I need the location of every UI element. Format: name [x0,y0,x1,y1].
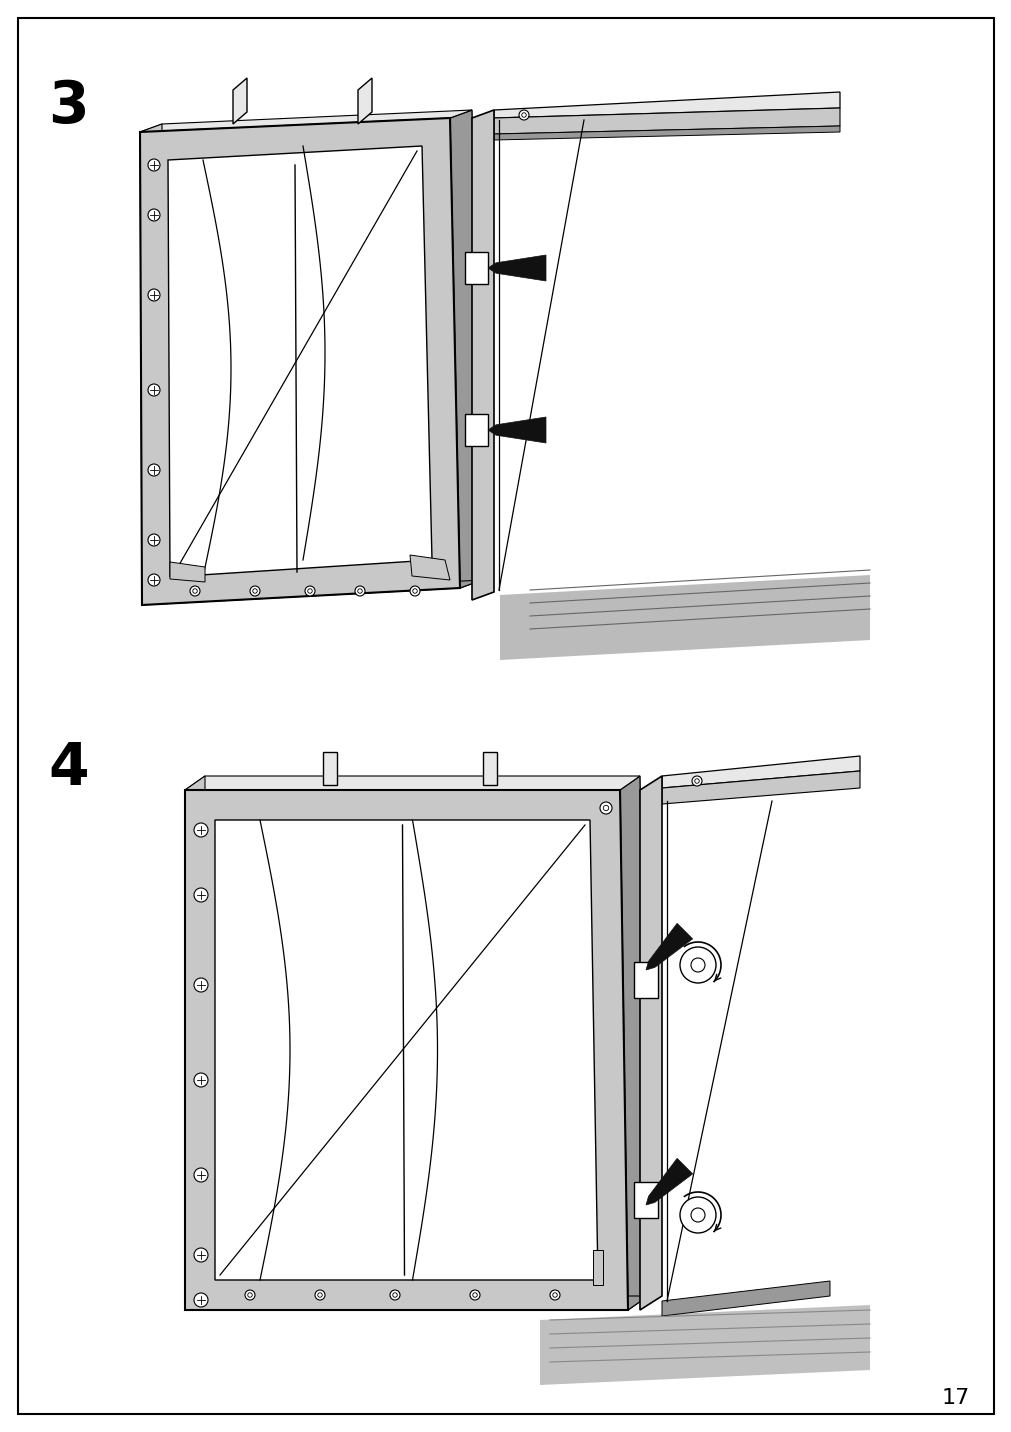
Circle shape [148,159,160,170]
Circle shape [695,779,699,783]
Polygon shape [233,77,247,125]
Circle shape [314,1290,325,1300]
Text: 4: 4 [48,740,89,798]
Circle shape [192,589,197,593]
Polygon shape [464,252,487,284]
Polygon shape [633,1181,657,1219]
Circle shape [691,1209,705,1221]
Polygon shape [214,821,598,1280]
Polygon shape [142,580,481,604]
Polygon shape [464,414,487,445]
Circle shape [194,1293,208,1307]
Circle shape [194,1169,208,1181]
Circle shape [307,589,312,593]
Polygon shape [493,126,839,140]
Polygon shape [639,776,661,1310]
Polygon shape [358,77,372,125]
Polygon shape [409,556,450,580]
Polygon shape [140,125,164,604]
Polygon shape [140,110,471,132]
Polygon shape [633,962,657,998]
Circle shape [148,209,160,221]
Circle shape [194,978,208,992]
Circle shape [194,823,208,836]
Polygon shape [493,107,839,135]
Polygon shape [661,770,859,803]
Circle shape [409,586,420,596]
Circle shape [522,113,526,117]
Polygon shape [185,776,639,790]
Circle shape [194,888,208,902]
Polygon shape [450,110,481,589]
Circle shape [317,1293,321,1297]
Polygon shape [471,110,493,600]
Text: 3: 3 [48,77,89,135]
Circle shape [355,586,365,596]
Polygon shape [482,752,496,785]
Circle shape [148,384,160,397]
Circle shape [358,589,362,593]
Circle shape [148,574,160,586]
Circle shape [194,1073,208,1087]
Circle shape [194,1249,208,1262]
Polygon shape [185,1296,647,1310]
Circle shape [692,776,702,786]
Circle shape [552,1293,557,1297]
Circle shape [148,289,160,301]
Circle shape [304,586,314,596]
Circle shape [389,1290,399,1300]
Circle shape [392,1293,397,1297]
Circle shape [603,805,608,811]
Circle shape [472,1293,477,1297]
Polygon shape [185,776,205,1310]
Circle shape [679,947,716,982]
Polygon shape [661,1282,829,1316]
Polygon shape [323,752,337,785]
Polygon shape [140,117,460,604]
Polygon shape [592,1250,603,1285]
Polygon shape [170,561,205,581]
Circle shape [250,586,260,596]
Polygon shape [645,924,692,969]
Circle shape [248,1293,252,1297]
Polygon shape [487,255,546,281]
Circle shape [190,586,200,596]
Text: 17: 17 [941,1388,969,1408]
Circle shape [600,802,612,813]
Circle shape [691,958,705,972]
Circle shape [679,1197,716,1233]
Circle shape [245,1290,255,1300]
Polygon shape [168,146,432,577]
Polygon shape [487,417,546,442]
Polygon shape [661,756,859,788]
Circle shape [519,110,529,120]
Circle shape [469,1290,479,1300]
Polygon shape [620,776,647,1310]
Circle shape [253,589,257,593]
Polygon shape [493,92,839,117]
Circle shape [549,1290,559,1300]
Polygon shape [499,576,869,660]
Polygon shape [540,1305,869,1385]
Polygon shape [645,1158,692,1204]
Circle shape [412,589,417,593]
Circle shape [148,464,160,475]
Polygon shape [185,790,628,1310]
Circle shape [148,534,160,546]
